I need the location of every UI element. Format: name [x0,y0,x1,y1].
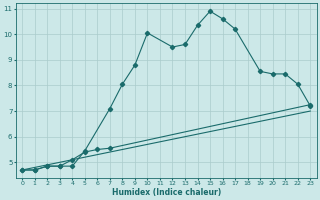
X-axis label: Humidex (Indice chaleur): Humidex (Indice chaleur) [112,188,221,197]
